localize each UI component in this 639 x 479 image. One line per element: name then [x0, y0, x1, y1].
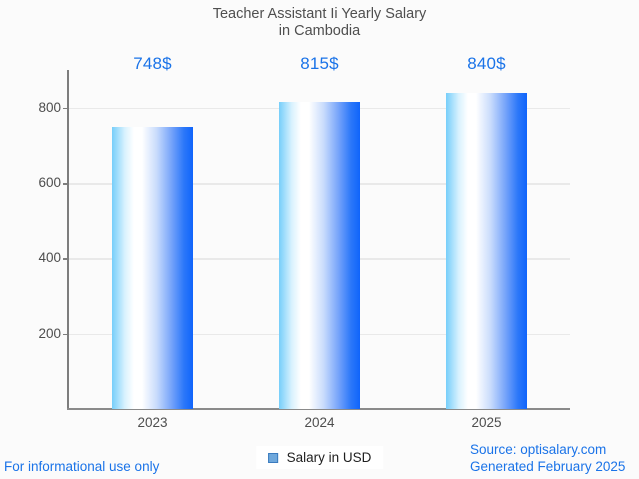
y-axis-label: 800: [38, 99, 61, 115]
y-axis-tick: [63, 183, 69, 185]
y-axis-line: [67, 70, 69, 409]
bar-value-label: 748$: [133, 54, 172, 73]
source-block: Source: optisalary.com Generated Februar…: [470, 441, 625, 475]
source-text: Source: optisalary.com: [470, 442, 607, 457]
x-axis-line: [67, 408, 570, 410]
generated-text: Generated February 2025: [470, 459, 626, 474]
y-axis-label: 600: [38, 175, 61, 190]
bar-2024[interactable]: [279, 102, 360, 409]
chart-legend: Salary in USD: [255, 446, 384, 469]
chart-title-line2: in Cambodia: [278, 23, 361, 39]
y-axis-tick: [63, 107, 69, 110]
bar-value-label: 840$: [467, 54, 506, 73]
y-axis-tick: [63, 333, 69, 336]
x-labels-row: 2023 2024 2025: [69, 413, 570, 431]
bars-row: [69, 70, 570, 409]
bar-slot: [403, 70, 570, 409]
legend-swatch-icon: [267, 452, 278, 463]
chart-title-line1: Teacher Assistant Ii Yearly Salary: [212, 6, 427, 22]
y-axis-label: 400: [38, 250, 61, 266]
chart-title: Teacher Assistant Ii Yearly Salary in Ca…: [0, 6, 639, 40]
bar-2025[interactable]: [446, 93, 527, 409]
bar-slot: [236, 70, 403, 409]
x-axis-label: 2023: [137, 414, 168, 430]
bar-slot: [69, 70, 236, 409]
value-labels-row: 748$ 815$ 840$: [69, 52, 570, 76]
x-axis-label: 2024: [304, 414, 335, 430]
y-axis-label: 200: [38, 325, 61, 341]
y-axis-tick: [63, 258, 69, 260]
disclaimer-text: For informational use only: [4, 459, 160, 474]
bar-value-label: 815$: [300, 54, 339, 73]
legend-label: Salary in USD: [286, 450, 372, 465]
x-axis-label: 2025: [471, 414, 502, 430]
bar-2023[interactable]: [112, 127, 193, 409]
